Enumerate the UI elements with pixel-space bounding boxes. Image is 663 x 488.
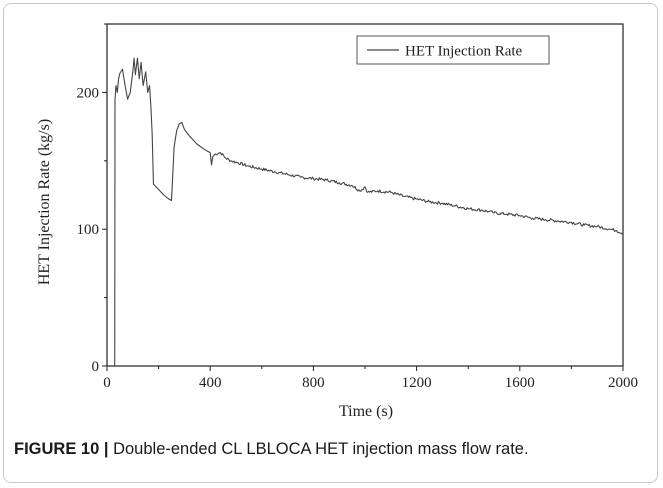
x-tick-label: 800 [302,375,325,391]
x-tick-label: 400 [199,375,222,391]
y-tick-label: 200 [77,85,100,101]
caption-text: Double-ended CL LBLOCA HET injection mas… [113,440,529,458]
legend-entry-label: HET Injection Rate [405,44,523,60]
y-tick-label: 0 [92,359,100,375]
series-line-het-injection-rate [114,57,624,367]
x-tick-label: 1200 [402,375,432,391]
legend: HET Injection Rate [356,35,550,65]
x-tick-label: 0 [103,375,111,391]
y-tick-label: 100 [77,222,100,238]
x-axis-label: Time (s) [339,403,393,420]
figure-frame [3,3,658,483]
y-axis-label: HET Injection Rate (kg/s) [36,119,53,285]
x-tick-label: 1600 [505,375,535,391]
figure-caption: FIGURE 10 | Double-ended CL LBLOCA HET i… [14,440,654,459]
plot-area-border [106,23,624,367]
figure-label: FIGURE 10 | [14,440,109,458]
x-tick-label: 2000 [608,375,638,391]
